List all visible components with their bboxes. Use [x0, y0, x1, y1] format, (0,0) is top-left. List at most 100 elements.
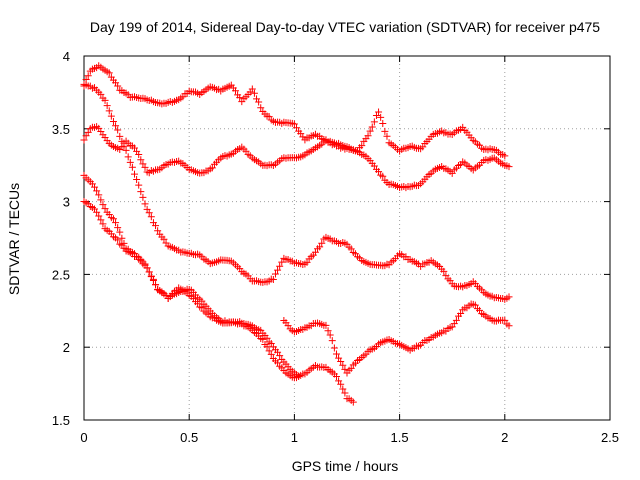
series-track-5: [80, 197, 303, 380]
data-point: [324, 327, 332, 335]
data-point: [341, 365, 349, 373]
data-point: [341, 389, 349, 397]
x-axis-label: GPS time / hours: [292, 458, 399, 474]
data-point: [295, 372, 303, 380]
data-point: [381, 127, 389, 135]
data-point: [339, 385, 347, 393]
data-point: [139, 193, 147, 201]
data-point: [145, 268, 153, 276]
data-point: [105, 107, 113, 115]
data-point: [109, 118, 117, 126]
data-point: [137, 188, 145, 196]
data-point: [448, 169, 456, 177]
data-point: [440, 267, 448, 275]
data-point: [114, 126, 122, 134]
x-tick-label: 0.5: [180, 430, 198, 445]
data-point: [255, 98, 263, 106]
data-point: [452, 316, 460, 324]
y-tick-label: 3: [63, 195, 70, 210]
data-point: [114, 82, 122, 90]
data-point: [375, 108, 383, 116]
data-point: [383, 132, 391, 140]
data-point: [257, 104, 265, 112]
series-track-3: [80, 123, 513, 192]
data-point: [337, 358, 345, 366]
data-point: [147, 213, 155, 221]
data-point: [248, 85, 256, 93]
data-point: [276, 352, 284, 360]
data-point: [347, 364, 355, 372]
data-point: [330, 344, 338, 352]
data-point: [152, 222, 160, 230]
data-point: [141, 163, 149, 171]
x-tick-label: 0: [80, 430, 87, 445]
data-point: [101, 96, 109, 104]
data-point: [112, 122, 120, 130]
data-point: [372, 112, 380, 120]
data-point: [358, 142, 366, 150]
data-point: [231, 87, 239, 95]
data-point: [326, 331, 334, 339]
data-point: [370, 118, 378, 126]
data-point: [349, 398, 357, 406]
y-tick-label: 2.5: [52, 267, 70, 282]
data-point: [501, 152, 509, 160]
data-point: [95, 191, 103, 199]
data-point: [278, 258, 286, 266]
data-point: [118, 234, 126, 242]
data-point: [505, 163, 513, 171]
y-axis-label: SDTVAR / TECUs: [6, 183, 22, 295]
data-point: [311, 248, 319, 256]
data-point: [124, 153, 132, 161]
data-point: [97, 90, 105, 98]
y-tick-label: 1.5: [52, 413, 70, 428]
data-point: [250, 89, 258, 97]
data-point: [80, 136, 88, 144]
data-point: [276, 262, 284, 270]
data-point: [133, 175, 141, 183]
data-point: [147, 272, 155, 280]
data-marks: [80, 62, 513, 406]
x-tick-label: 2: [501, 430, 508, 445]
series-track-6: [280, 300, 513, 377]
data-point: [122, 146, 130, 154]
data-point: [160, 235, 168, 243]
data-point: [101, 205, 109, 213]
data-point: [328, 337, 336, 345]
data-point: [93, 208, 101, 216]
data-point: [112, 219, 120, 227]
data-point: [267, 350, 275, 358]
data-point: [128, 163, 136, 171]
data-point: [99, 201, 107, 209]
data-point: [457, 310, 465, 318]
data-point: [263, 334, 271, 342]
data-point: [318, 239, 326, 247]
data-point: [109, 215, 117, 223]
grid-layer: [84, 56, 610, 420]
data-point: [271, 270, 279, 278]
data-point: [91, 183, 99, 191]
data-point: [332, 372, 340, 380]
data-point: [116, 228, 124, 236]
data-point: [105, 69, 113, 77]
data-point: [263, 343, 271, 351]
data-point: [97, 216, 105, 224]
data-point: [290, 120, 298, 128]
data-point: [84, 128, 92, 136]
data-point: [337, 380, 345, 388]
plot-frame: [83, 55, 611, 421]
data-point: [274, 266, 282, 274]
data-point: [154, 227, 162, 235]
chart-title: Day 199 of 2014, Sidereal Day-to-day VTE…: [90, 19, 600, 35]
data-point: [141, 200, 149, 208]
data-point: [149, 277, 157, 285]
data-point: [135, 181, 143, 189]
data-point: [145, 209, 153, 217]
x-tick-label: 1.5: [391, 430, 409, 445]
data-point: [364, 132, 372, 140]
data-point: [93, 187, 101, 195]
data-point: [114, 224, 122, 232]
data-point: [316, 243, 324, 251]
data-point: [208, 164, 216, 172]
data-point: [339, 361, 347, 369]
